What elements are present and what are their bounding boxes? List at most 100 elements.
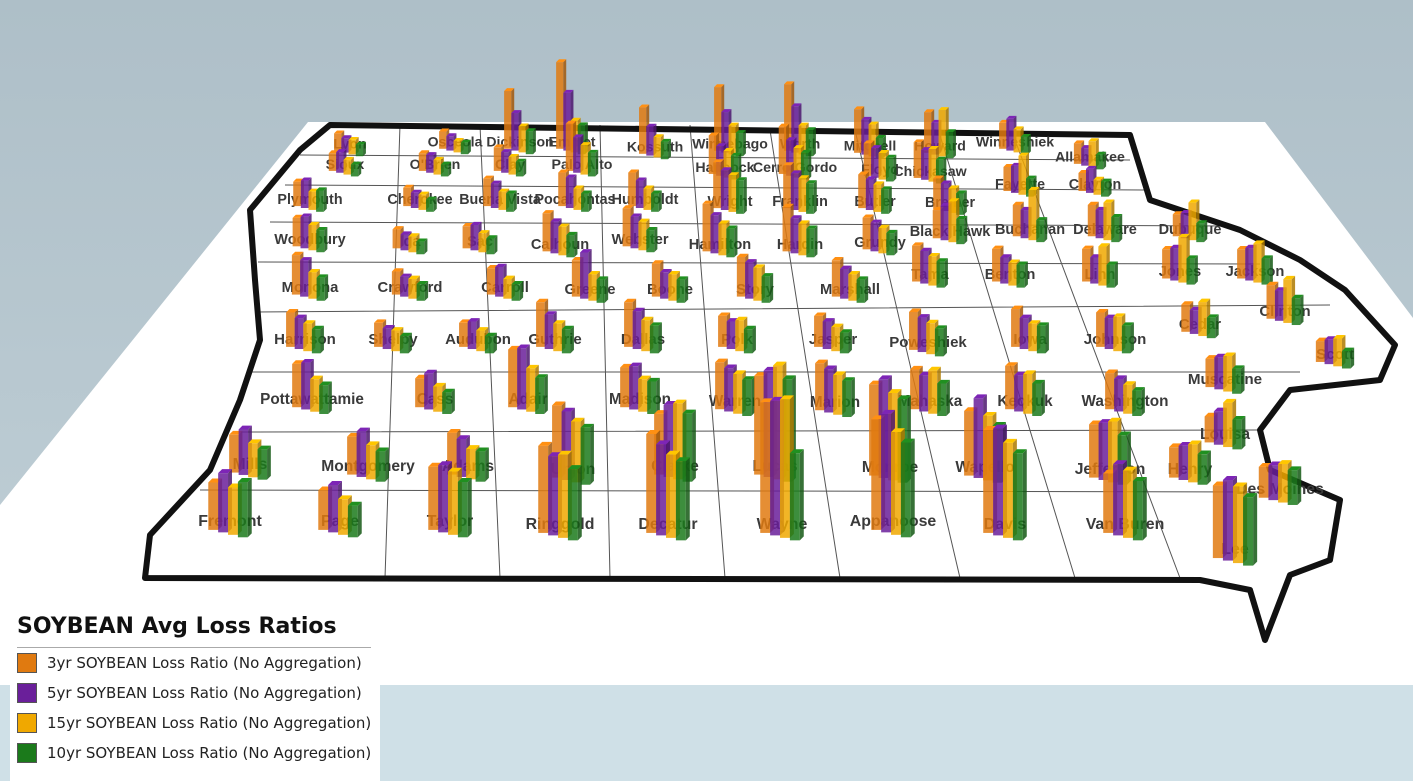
bar — [910, 369, 920, 410]
bar-group — [871, 409, 915, 538]
bar — [726, 321, 736, 350]
bar-top — [1123, 466, 1137, 471]
bar-top — [862, 214, 874, 218]
bar-top — [992, 245, 1004, 249]
bar — [909, 311, 918, 350]
bar-top — [453, 137, 464, 141]
bar-group — [624, 298, 662, 354]
bar — [498, 191, 507, 210]
bar-top — [1223, 352, 1236, 357]
bar-top — [408, 233, 420, 237]
bar-top — [912, 242, 924, 246]
bar-top — [442, 388, 455, 393]
bar — [504, 91, 512, 149]
bar — [300, 260, 309, 297]
bar-side — [752, 325, 756, 354]
bar — [466, 448, 476, 480]
bar-top — [1005, 362, 1018, 366]
bar-top — [800, 149, 812, 153]
bar — [638, 379, 648, 412]
bar-top — [1186, 255, 1198, 259]
bar-top — [535, 374, 548, 378]
bar — [702, 203, 711, 252]
bar-group — [778, 123, 812, 180]
bar — [638, 221, 647, 251]
bar-top — [550, 218, 562, 222]
bar — [682, 413, 693, 482]
bar-side — [851, 377, 855, 418]
bar-group — [1315, 334, 1355, 369]
bar-top — [1232, 365, 1245, 369]
bar — [814, 315, 823, 347]
bar — [624, 302, 633, 347]
bar-group — [286, 309, 324, 354]
bar-group — [924, 107, 956, 159]
bar-top — [343, 156, 354, 160]
bar-top — [518, 123, 529, 127]
bar — [715, 362, 725, 410]
bar-top — [885, 154, 897, 158]
bar — [831, 260, 841, 297]
legend-swatch — [17, 713, 37, 733]
bar — [334, 133, 342, 151]
bar-group — [815, 359, 855, 418]
bar-top — [433, 156, 444, 160]
bar — [475, 451, 486, 482]
bar — [348, 139, 356, 155]
bar-top — [840, 265, 852, 269]
bar-top — [300, 213, 312, 217]
bar — [839, 332, 849, 354]
bar-side — [1130, 322, 1134, 354]
bar-top — [782, 203, 794, 207]
bar — [676, 279, 685, 303]
bar-top — [248, 439, 262, 444]
bar-side — [864, 276, 869, 303]
bar-side — [532, 128, 536, 155]
bar-side — [1297, 466, 1302, 505]
bar-side — [656, 377, 660, 414]
bar — [1181, 304, 1190, 332]
bar — [341, 138, 349, 153]
bar-top — [743, 325, 756, 330]
bar — [408, 278, 417, 299]
bar-top — [338, 495, 352, 500]
bar-top — [871, 145, 882, 149]
bar-top — [1261, 255, 1273, 259]
bar — [993, 428, 1004, 536]
bar-group — [1181, 298, 1219, 339]
bar-top — [580, 142, 591, 146]
bar-top — [881, 409, 895, 414]
bar-top — [656, 440, 670, 445]
bar — [1232, 368, 1241, 394]
bar — [854, 109, 862, 153]
bar — [666, 454, 676, 538]
bar — [870, 222, 879, 252]
bar — [1178, 237, 1187, 283]
bar-top — [1253, 240, 1265, 244]
bar-top — [433, 382, 446, 387]
bar — [639, 107, 647, 154]
bar-group — [229, 425, 271, 480]
bar — [573, 188, 582, 210]
bar-side — [1024, 261, 1028, 288]
bar — [544, 314, 554, 350]
bar — [651, 263, 661, 297]
bar — [493, 147, 502, 171]
bar — [620, 367, 630, 408]
bar-top — [1232, 482, 1248, 487]
bar — [428, 466, 439, 530]
bar-side — [247, 478, 252, 538]
bar-top — [311, 325, 324, 330]
bar — [1223, 356, 1233, 392]
bar — [1101, 181, 1109, 197]
bar-side — [408, 332, 412, 354]
bar — [647, 381, 657, 414]
bar — [1178, 445, 1189, 480]
bar — [391, 330, 400, 352]
bar-top — [897, 395, 911, 400]
bar-top — [641, 316, 654, 321]
bar-group — [347, 427, 389, 482]
bar-top — [416, 238, 428, 242]
